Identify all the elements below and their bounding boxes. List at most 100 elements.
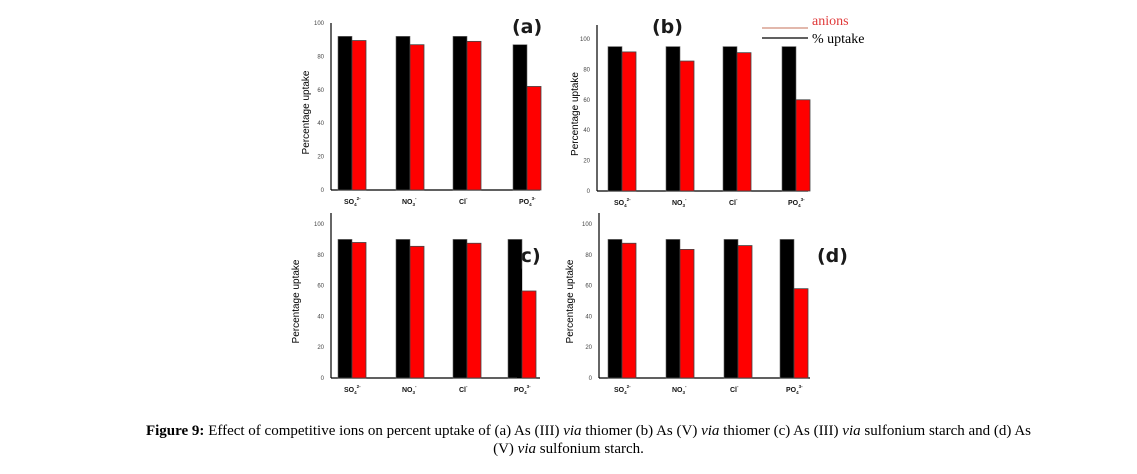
x-tick-label: NO3- [672, 384, 687, 395]
y-tick-label: 80 [585, 253, 592, 259]
y-tick-label: 40 [585, 314, 592, 320]
bar-uptake [665, 239, 681, 379]
bar-anions [409, 44, 425, 191]
y-tick-label: 60 [317, 284, 324, 290]
bar-anions [466, 40, 482, 191]
caption-text: thiomer (b) As (V) [581, 423, 702, 439]
panel-label: (a) [512, 16, 542, 38]
bar-anions [409, 245, 425, 379]
x-tick-label: PO43- [519, 196, 536, 207]
x-tick-label: Cl- [730, 384, 739, 394]
caption-text: Effect of competitive ions on percent up… [204, 423, 564, 439]
bar-uptake [607, 46, 623, 192]
legend-uptake-label: % uptake [812, 32, 864, 47]
figure-canvas: 0 20 40 60 80 100 Percentage uptake (a) SO42- NO3… [291, 14, 864, 395]
x-tick-label: SO42- [344, 196, 361, 207]
bar-anions [679, 60, 695, 192]
x-tick-label: Cl- [459, 196, 468, 206]
y-tick-label: 100 [314, 21, 325, 27]
bar-anions [793, 288, 809, 379]
y-tick-label: 0 [321, 376, 325, 382]
caption-italic: via [842, 423, 861, 439]
y-tick-label: 60 [583, 98, 590, 104]
x-tick-label: Cl- [729, 197, 738, 207]
bar-uptake [452, 36, 468, 191]
y-tick-label: 100 [580, 37, 591, 43]
bar-anions [351, 242, 367, 379]
bar-uptake [452, 239, 468, 379]
caption-italic: via [701, 423, 720, 439]
bar-uptake [395, 36, 411, 191]
x-tick-label: NO3- [402, 384, 417, 395]
caption-text: (V) [493, 441, 518, 457]
bar-uptake [722, 46, 738, 192]
bar-uptake [665, 46, 681, 192]
bar-uptake [607, 239, 623, 379]
bar-anions [351, 40, 367, 191]
bar-anions [736, 52, 752, 192]
bar-anions [737, 245, 753, 379]
y-tick-label: 40 [317, 314, 324, 320]
y-tick-label: 20 [585, 345, 592, 351]
y-tick-label: 100 [582, 222, 593, 228]
chart-panel-b: 0 20 40 60 80 100 Percentage uptake (b) SO42- NO3… [570, 16, 811, 208]
figure-caption: Figure 9: Effect of competitive ions on … [0, 422, 1137, 458]
x-tick-label: Cl- [459, 384, 468, 394]
bar-uptake [337, 36, 353, 191]
y-tick-label: 60 [585, 284, 592, 290]
bar-anions [679, 249, 695, 379]
y-tick-label: 40 [317, 121, 324, 127]
caption-text: sulfonium starch. [536, 441, 644, 457]
caption-text: thiomer (c) As (III) [719, 423, 843, 439]
y-tick-label: 40 [583, 128, 590, 134]
bar-uptake [512, 44, 528, 191]
legend-anions-label: anions [812, 14, 849, 29]
panel-label: (d) [817, 245, 848, 267]
caption-italic: via [517, 441, 536, 457]
x-tick-label: NO3- [402, 196, 417, 207]
y-axis-label: Percentage uptake [565, 259, 576, 343]
y-axis-label: Percentage uptake [301, 70, 312, 154]
bar-uptake [337, 239, 353, 379]
legend: anions % uptake [762, 14, 864, 47]
y-tick-label: 0 [321, 188, 325, 194]
y-tick-label: 20 [317, 155, 324, 161]
y-tick-label: 60 [317, 88, 324, 94]
caption-italic: via [563, 423, 582, 439]
y-tick-label: 0 [587, 189, 591, 195]
y-tick-label: 80 [583, 67, 590, 73]
y-tick-label: 0 [589, 376, 593, 382]
bar-anions [526, 86, 542, 191]
y-axis-label: Percentage uptake [291, 259, 302, 343]
y-tick-label: 20 [583, 159, 590, 165]
x-tick-label: PO43- [786, 384, 803, 395]
bar-anions [621, 51, 637, 192]
caption-line-2: (V) via sulfonium starch. [493, 441, 644, 457]
x-tick-label: PO43- [788, 197, 805, 208]
x-tick-label: PO43- [514, 384, 531, 395]
panel-label: (b) [652, 16, 683, 38]
y-axis-label: Percentage uptake [570, 72, 581, 156]
x-tick-label: SO42- [614, 197, 631, 208]
bar-anions [795, 99, 811, 192]
bar-uptake [781, 46, 797, 192]
y-tick-label: 20 [317, 345, 324, 351]
caption-text: sulfonium starch and (d) As [860, 423, 1032, 439]
bar-uptake [779, 239, 795, 379]
chart-panel-a: 0 20 40 60 80 100 Percentage uptake (a) SO42- NO3… [301, 16, 542, 207]
x-tick-label: SO42- [344, 384, 361, 395]
bar-uptake-step [517, 268, 522, 378]
chart-panel-d: 0 20 40 60 80 100 Percentage uptake (d) SO42- NO3… [565, 213, 848, 395]
y-tick-label: 80 [317, 54, 324, 60]
caption-line-1: Figure 9: Effect of competitive ions on … [0, 422, 1137, 440]
y-tick-label: 80 [317, 253, 324, 259]
x-tick-label: NO3- [672, 197, 687, 208]
bar-uptake [395, 239, 411, 379]
bar-anions [621, 242, 637, 379]
y-tick-label: 100 [314, 222, 325, 228]
bar-anions [466, 242, 482, 379]
x-tick-label: SO42- [614, 384, 631, 395]
caption-label: Figure 9: [145, 423, 205, 439]
bar-uptake [723, 239, 739, 379]
